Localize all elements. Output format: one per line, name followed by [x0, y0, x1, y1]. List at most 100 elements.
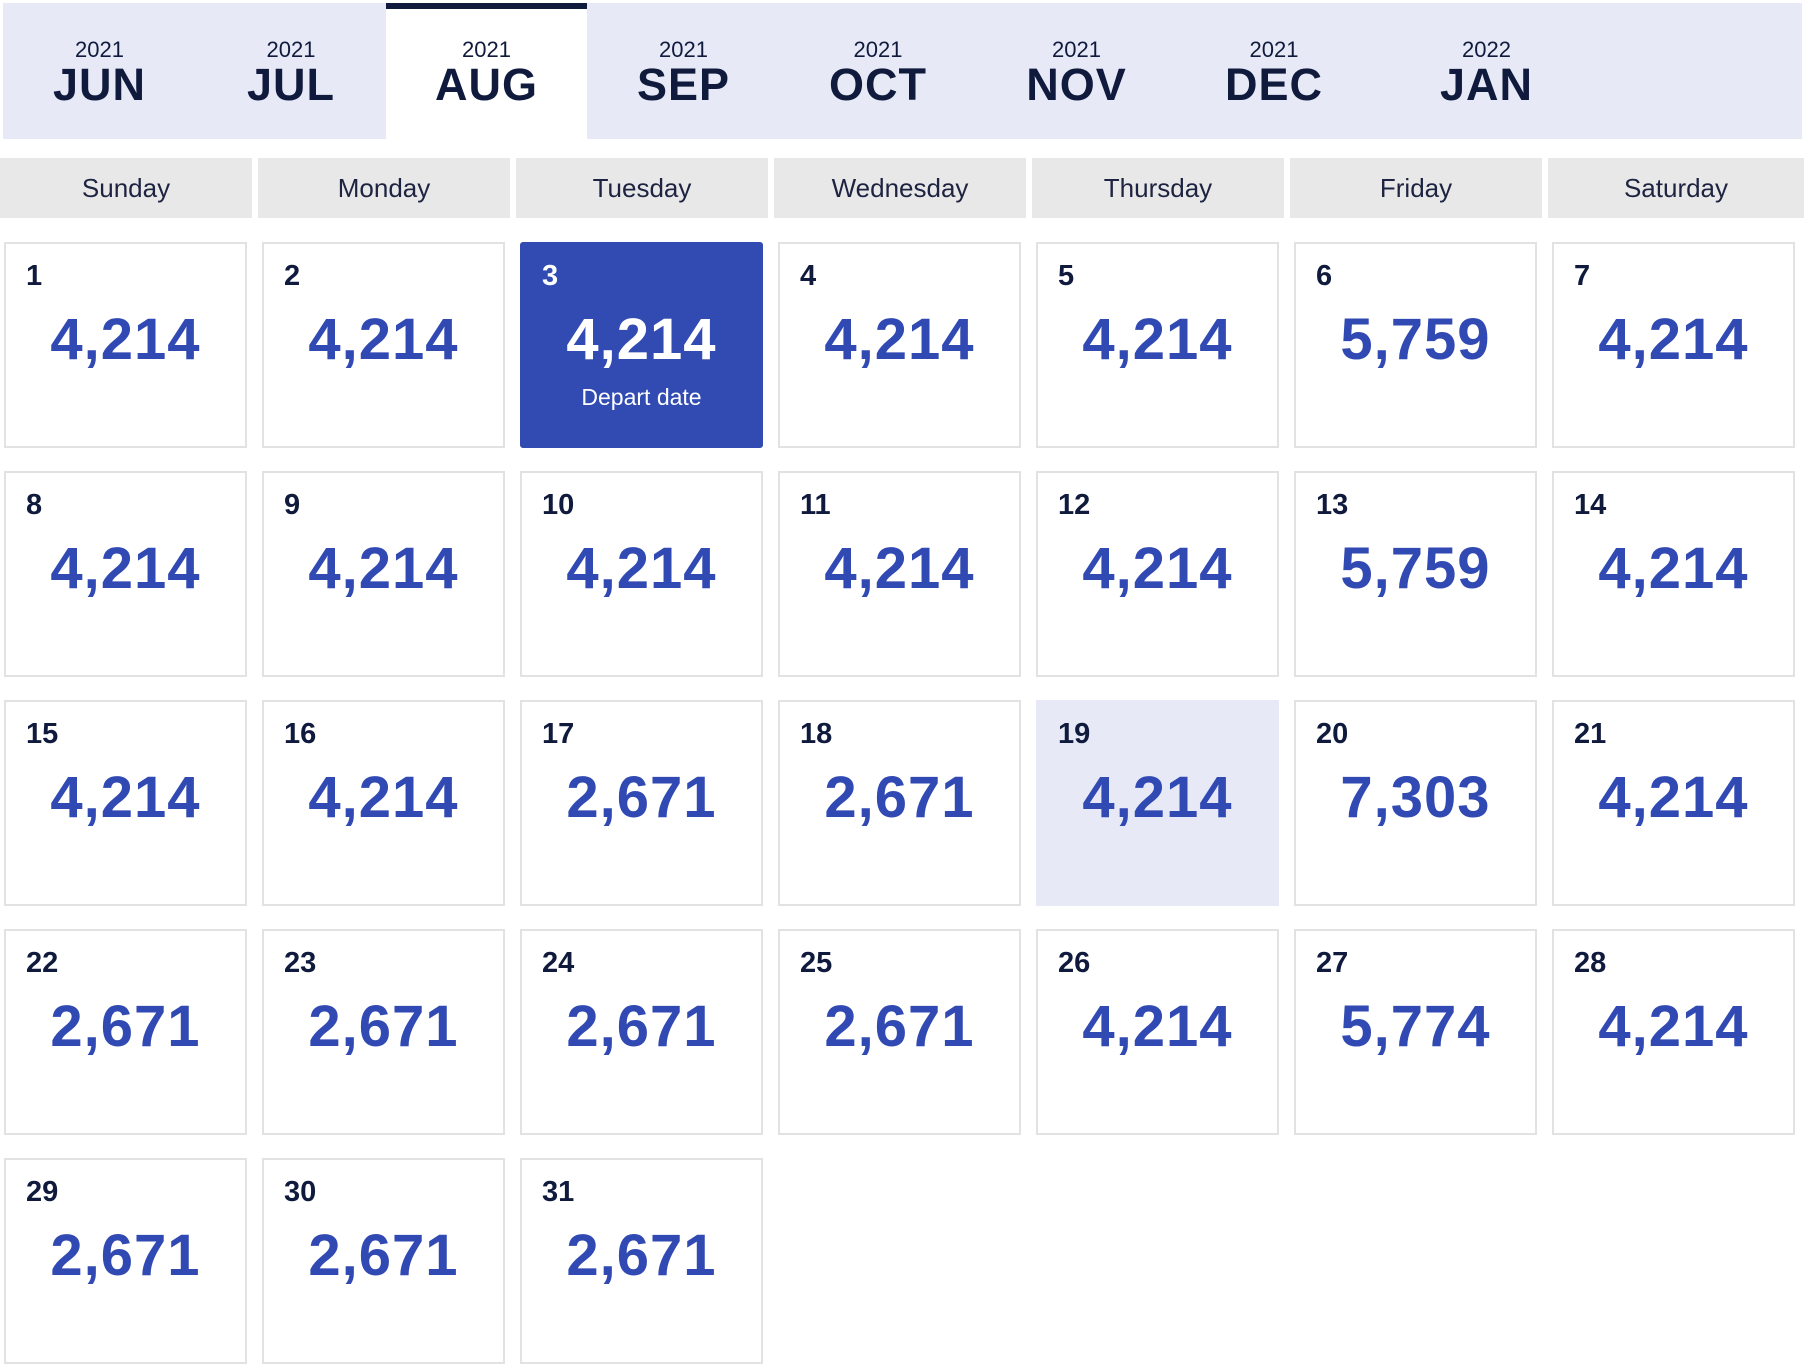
- day-cell-30[interactable]: 30 2,671: [262, 1158, 505, 1364]
- day-cell-21[interactable]: 21 4,214: [1552, 700, 1795, 906]
- day-number: 21: [1574, 718, 1607, 750]
- day-price: 4,214: [1598, 765, 1749, 830]
- day-cell-31[interactable]: 31 2,671: [520, 1158, 763, 1364]
- weekday-monday: Monday: [258, 158, 510, 218]
- day-price: 7,303: [1340, 765, 1491, 830]
- day-cell-8[interactable]: 8 4,214: [4, 471, 247, 677]
- day-cell-1[interactable]: 1 4,214: [4, 242, 247, 448]
- month-tab-year: 2021: [1052, 37, 1101, 62]
- day-cell-16[interactable]: 16 4,214: [262, 700, 505, 906]
- day-number: 31: [542, 1176, 575, 1208]
- day-number: 25: [800, 947, 833, 979]
- day-cell-4[interactable]: 4 4,214: [778, 242, 1021, 448]
- day-price: 4,214: [308, 765, 459, 830]
- day-price: 2,671: [308, 994, 459, 1059]
- day-cell-23[interactable]: 23 2,671: [262, 929, 505, 1135]
- day-price: 4,214: [50, 307, 201, 372]
- day-number: 24: [542, 947, 575, 979]
- day-price: 4,214: [308, 536, 459, 601]
- day-cell-5[interactable]: 5 4,214: [1036, 242, 1279, 448]
- day-number: 26: [1058, 947, 1091, 979]
- day-price: 4,214: [1598, 536, 1749, 601]
- day-price: 2,671: [50, 994, 201, 1059]
- day-cell-12[interactable]: 12 4,214: [1036, 471, 1279, 677]
- day-price: 4,214: [824, 307, 975, 372]
- month-tab-jun[interactable]: 2021 JUN: [3, 3, 196, 139]
- day-cell-28[interactable]: 28 4,214: [1552, 929, 1795, 1135]
- day-cell-18[interactable]: 18 2,671: [778, 700, 1021, 906]
- day-price: 4,214: [1598, 994, 1749, 1059]
- day-cell-26[interactable]: 26 4,214: [1036, 929, 1279, 1135]
- month-tab-aug[interactable]: 2021 AUG: [386, 3, 587, 139]
- day-cell-24[interactable]: 24 2,671: [520, 929, 763, 1135]
- day-number: 11: [800, 489, 831, 521]
- day-price: 4,214: [308, 307, 459, 372]
- month-tab-nov[interactable]: 2021 NOV: [976, 3, 1177, 139]
- day-price: 4,214: [1082, 765, 1233, 830]
- day-number: 27: [1316, 947, 1349, 979]
- day-number: 22: [26, 947, 59, 979]
- day-cell-29[interactable]: 29 2,671: [4, 1158, 247, 1364]
- day-number: 23: [284, 947, 317, 979]
- month-tabs-bar: 2021 JUN 2021 JUL 2021 AUG 2021 SEP 2021 OCT 2021 N…: [3, 3, 1802, 139]
- day-price: 4,214: [1082, 994, 1233, 1059]
- day-cell-7[interactable]: 7 4,214: [1552, 242, 1795, 448]
- day-price: 2,671: [566, 1223, 717, 1288]
- month-tab-label: DEC: [1224, 59, 1323, 110]
- day-price: 5,759: [1340, 307, 1491, 372]
- day-cell-19[interactable]: 19 4,214: [1036, 700, 1279, 906]
- day-cell-11[interactable]: 11 4,214: [778, 471, 1021, 677]
- weekday-header: Sunday Monday Tuesday Wednesday Thursday Frid…: [0, 158, 1804, 218]
- month-tab-year: 2021: [266, 37, 316, 62]
- day-price: 4,214: [50, 536, 201, 601]
- day-cell-10[interactable]: 10 4,214: [520, 471, 763, 677]
- day-number: 7: [1574, 260, 1591, 292]
- month-tab-jan[interactable]: 2022 JAN: [1371, 3, 1602, 139]
- day-cell-22[interactable]: 22 2,671: [4, 929, 247, 1135]
- month-tab-dec[interactable]: 2021 DEC: [1177, 3, 1371, 139]
- month-tab-label: SEP: [636, 59, 731, 110]
- day-price: 4,214: [566, 536, 717, 601]
- day-number: 3: [542, 260, 559, 292]
- day-number: 8: [26, 489, 43, 521]
- day-price: 4,214: [50, 765, 201, 830]
- day-cell-25[interactable]: 25 2,671: [778, 929, 1021, 1135]
- month-tab-label: NOV: [1026, 59, 1127, 110]
- weekday-thursday: Thursday: [1032, 158, 1284, 218]
- day-number: 15: [26, 718, 59, 750]
- day-cell-9[interactable]: 9 4,214: [262, 471, 505, 677]
- month-tab-label: JAN: [1439, 59, 1534, 110]
- day-cell-15[interactable]: 15 4,214: [4, 700, 247, 906]
- day-price: 4,214: [1598, 307, 1749, 372]
- day-cell-2[interactable]: 2 4,214: [262, 242, 505, 448]
- day-cell-13[interactable]: 13 5,759: [1294, 471, 1537, 677]
- month-tab-oct[interactable]: 2021 OCT: [780, 3, 976, 139]
- month-tab-year: 2021: [853, 37, 903, 62]
- day-number: 4: [800, 260, 817, 292]
- day-number: 12: [1058, 489, 1091, 521]
- day-number: 9: [284, 489, 301, 521]
- day-price: 2,671: [50, 1223, 201, 1288]
- month-tab-year: 2021: [75, 37, 124, 62]
- day-cell-17[interactable]: 17 2,671: [520, 700, 763, 906]
- day-cell-14[interactable]: 14 4,214: [1552, 471, 1795, 677]
- day-price: 2,671: [566, 765, 717, 830]
- day-price: 4,214: [824, 536, 975, 601]
- month-tab-sep[interactable]: 2021 SEP: [587, 3, 780, 139]
- day-cell-3[interactable]: 3 4,214 Depart date: [520, 242, 763, 448]
- day-number: 2: [284, 260, 301, 292]
- weekday-sunday: Sunday: [0, 158, 252, 218]
- day-price: 5,759: [1340, 536, 1491, 601]
- day-cell-27[interactable]: 27 5,774: [1294, 929, 1537, 1135]
- day-price: 2,671: [566, 994, 717, 1059]
- day-cell-20[interactable]: 20 7,303: [1294, 700, 1537, 906]
- day-number: 29: [26, 1176, 59, 1208]
- day-number: 6: [1316, 260, 1333, 292]
- day-cell-6[interactable]: 6 5,759: [1294, 242, 1537, 448]
- month-tab-label: JUN: [52, 59, 147, 110]
- month-tab-jul[interactable]: 2021 JUL: [196, 3, 386, 139]
- weekday-saturday: Saturday: [1548, 158, 1804, 218]
- day-number: 5: [1058, 260, 1075, 292]
- day-price: 2,671: [308, 1223, 459, 1288]
- day-number: 30: [284, 1176, 317, 1208]
